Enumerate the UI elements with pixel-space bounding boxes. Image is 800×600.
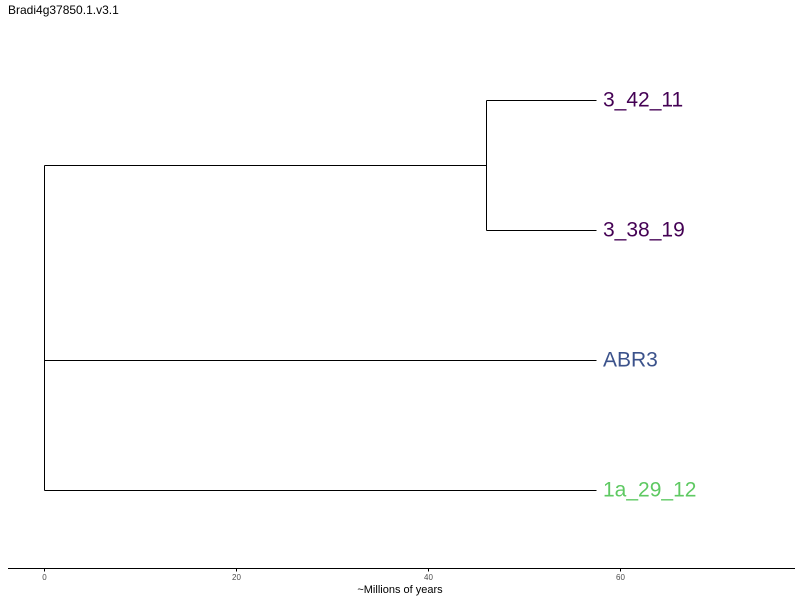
tip-label-t4: 1a_29_12 (603, 479, 696, 502)
x-axis-title: ~Millions of years (357, 584, 443, 596)
tip-labels: 3_42_11 3_38_19 ABR3 1a_29_12 (603, 89, 696, 502)
x-tick-label-60: 60 (616, 573, 625, 582)
x-axis: 0 20 40 60 ~Millions of years (8, 568, 795, 596)
page-title: Bradi4g37850.1.v3.1 (8, 3, 119, 17)
x-axis-ticks: 0 20 40 60 (42, 568, 625, 582)
x-tick-label-40: 40 (424, 573, 433, 582)
x-tick-label-0: 0 (42, 573, 47, 582)
tree-branches (44, 100, 597, 491)
x-tick-label-20: 20 (232, 573, 241, 582)
tip-label-t2: 3_38_19 (603, 219, 685, 242)
tip-label-t3: ABR3 (603, 349, 658, 372)
tip-label-t1: 3_42_11 (603, 89, 683, 112)
